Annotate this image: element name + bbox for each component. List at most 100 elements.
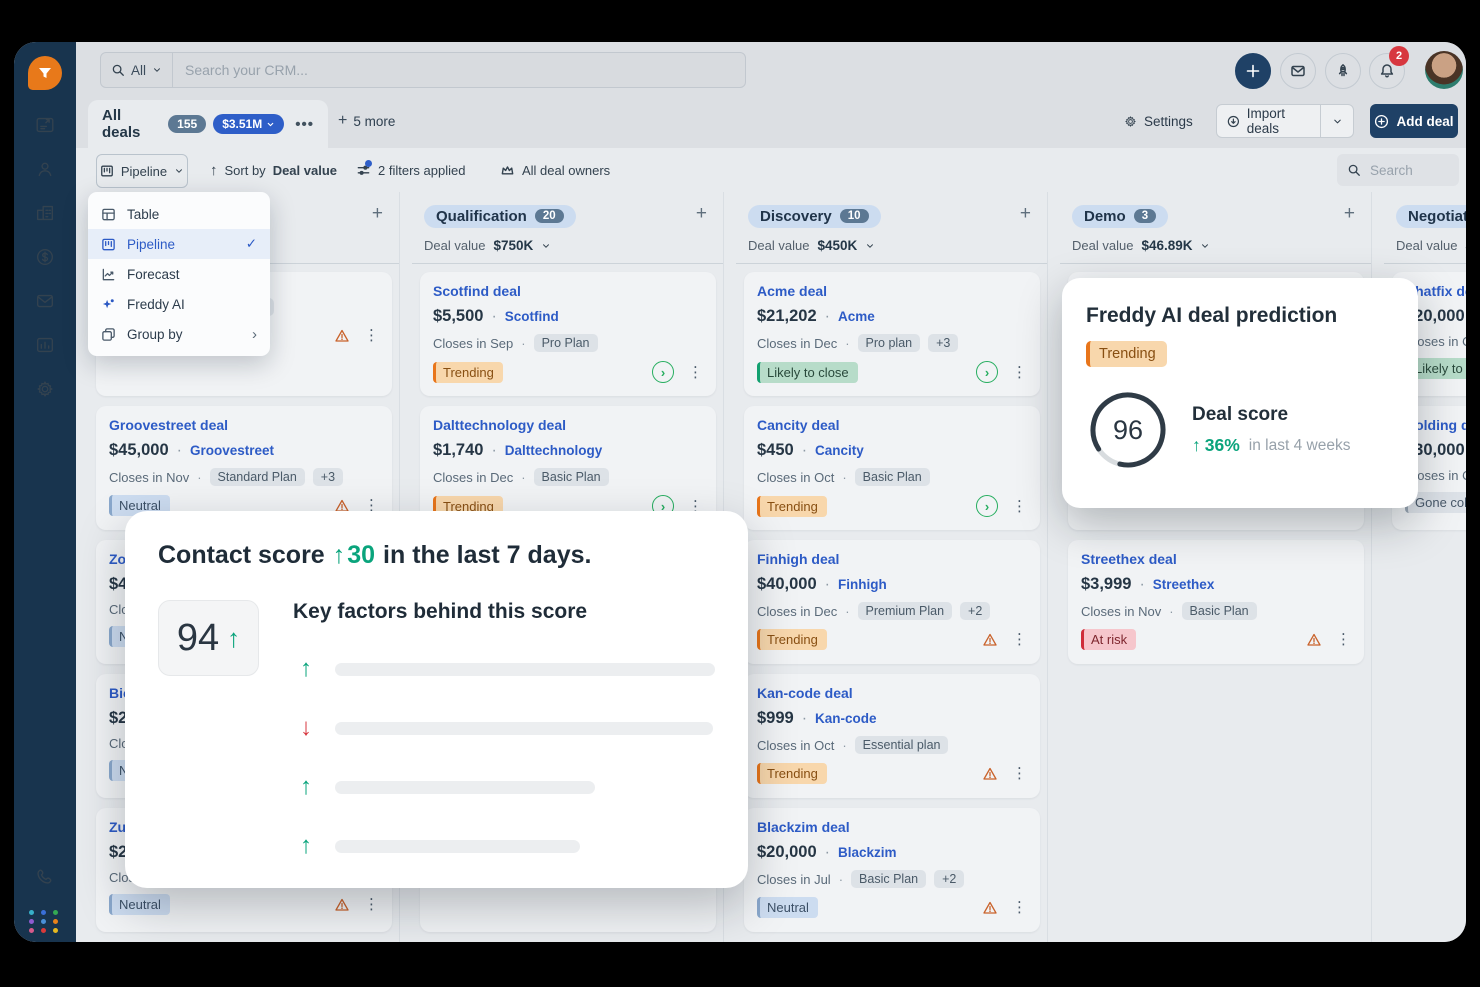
deal-title-link[interactable]: Dalttechnology deal [433, 417, 567, 433]
whats-new-button[interactable] [1325, 53, 1361, 89]
tab-all-deals[interactable]: All deals 155 $3.51M ••• [88, 100, 328, 148]
add-deal-to-column-button[interactable]: + [1019, 203, 1031, 224]
sidebar-item-accounts[interactable] [14, 196, 76, 230]
company-link[interactable]: Cancity [815, 443, 864, 458]
company-link[interactable]: Blackzim [837, 845, 897, 860]
advance-stage-button[interactable]: › [652, 361, 674, 383]
card-menu-button[interactable]: ⋮ [1012, 363, 1027, 381]
card-menu-button[interactable]: ⋮ [1012, 899, 1027, 916]
more-views-button[interactable]: +5 more [338, 112, 395, 130]
deal-card[interactable]: Cancity deal $450 · Cancity Closes in Oct ·… [744, 406, 1040, 530]
card-menu-button[interactable]: ⋮ [364, 896, 379, 913]
plan-extra-pill: +3 [312, 468, 344, 486]
company-link[interactable]: Kan-code [815, 711, 877, 726]
deal-card[interactable]: Kan-code deal $999 · Kan-code Closes in Oc… [744, 674, 1040, 798]
deal-title-link[interactable]: Streethex deal [1081, 551, 1177, 567]
sidebar-item-phone[interactable] [14, 860, 76, 894]
sidebar-item-contacts[interactable] [14, 152, 76, 186]
email-nav-button[interactable] [1280, 53, 1316, 89]
sidebar-item-deals[interactable] [14, 240, 76, 274]
add-deal-to-column-button[interactable]: + [1343, 203, 1355, 224]
deal-card[interactable]: Scotfind deal $5,500 · Scotfind Closes in … [420, 272, 716, 396]
company-link[interactable]: Scotfind [504, 309, 559, 324]
key-factors-title: Key factors behind this score [293, 600, 588, 623]
deal-title-link[interactable]: Chatfix deal [1405, 283, 1466, 299]
contact-score-prefix: Contact score [158, 541, 325, 569]
download-icon [1227, 115, 1240, 127]
deal-card[interactable]: Streethex deal $3,999 · Streethex Closes i… [1068, 540, 1364, 664]
owners-label: All deal owners [522, 162, 611, 178]
deal-card[interactable]: Acme deal $21,202 · Acme Closes in Dec · Pro… [744, 272, 1040, 396]
company-link[interactable]: Acme [837, 309, 875, 324]
add-deal-to-column-button[interactable]: + [695, 203, 707, 224]
freshworks-logo[interactable] [28, 56, 62, 90]
deal-title-link[interactable]: Finhigh deal [757, 551, 840, 567]
company-link[interactable]: Streethex [1152, 577, 1215, 592]
filters-button[interactable]: 2 filters applied [356, 154, 465, 186]
company-link[interactable]: Groovestreet [189, 443, 275, 458]
contact-score-popup: Contact score ↑ 30 in the last 7 days. 94… [125, 511, 748, 888]
advance-stage-button[interactable]: › [976, 495, 998, 517]
card-menu-button[interactable]: ⋮ [688, 497, 703, 515]
owners-filter-button[interactable]: All deal owners [500, 154, 610, 186]
card-menu-button[interactable]: ⋮ [1012, 631, 1027, 648]
deal-title-link[interactable]: Scotfind deal [433, 283, 521, 299]
add-deal-to-column-button[interactable]: + [371, 203, 383, 224]
add-deal-button[interactable]: Add deal [1370, 104, 1458, 138]
deal-title-link[interactable]: Holding deal [1405, 417, 1466, 433]
company-link[interactable]: Dalttechnology [504, 443, 603, 458]
tab-more-options[interactable]: ••• [295, 115, 314, 133]
deal-card[interactable]: Finhigh deal $40,000 · Finhigh Closes in D… [744, 540, 1040, 664]
sidebar-item-email[interactable] [14, 284, 76, 318]
sidebar-item-apps-launcher[interactable] [14, 904, 76, 938]
board-search-input[interactable] [1368, 161, 1442, 179]
user-avatar[interactable] [1425, 51, 1463, 89]
sidebar-item-dashboard[interactable] [14, 108, 76, 142]
close-date: Closes in Nov [1081, 603, 1162, 619]
board-search[interactable] [1337, 154, 1459, 186]
card-menu-button[interactable]: ⋮ [364, 327, 379, 344]
card-menu-button[interactable]: ⋮ [1336, 631, 1351, 648]
import-deals-button[interactable]: Import deals [1216, 104, 1354, 138]
settings-button[interactable]: Settings [1123, 104, 1193, 138]
quick-add-button[interactable] [1235, 53, 1271, 89]
status-tag: Neutral [757, 897, 818, 918]
card-menu-button[interactable]: ⋮ [688, 363, 703, 381]
deal-title-link[interactable]: Cancity deal [757, 417, 840, 433]
search-scope-selector[interactable]: All [101, 53, 174, 87]
menu-item-label: Pipeline [127, 236, 176, 252]
sidebar-item-analytics[interactable] [14, 328, 76, 362]
deal-card[interactable]: Blackzim deal $20,000 · Blackzim Closes in… [744, 808, 1040, 932]
total-value-badge[interactable]: $3.51M [213, 114, 285, 134]
deal-card[interactable]: Groovestreet deal $45,000 · Groovestreet C… [96, 406, 392, 530]
sidebar-item-settings[interactable] [14, 372, 76, 406]
menu-item-group-by[interactable]: Group by › [88, 319, 270, 349]
view-selector-button[interactable]: Pipeline [96, 154, 188, 188]
menu-item-table[interactable]: Table [88, 199, 270, 229]
deal-title-link[interactable]: Blackzim deal [757, 819, 850, 835]
card-menu-button[interactable]: ⋮ [364, 497, 379, 514]
warning-icon [1306, 632, 1322, 648]
sort-control[interactable]: ↑ Sort by Deal value [210, 154, 337, 186]
chevron-right-icon: › [252, 325, 257, 343]
menu-item-forecast[interactable]: Forecast [88, 259, 270, 289]
email-icon [36, 294, 54, 308]
card-menu-button[interactable]: ⋮ [1012, 765, 1027, 782]
menu-item-freddy-ai[interactable]: Freddy AI [88, 289, 270, 319]
global-search-input[interactable] [173, 53, 745, 87]
plan-pill: Basic Plan [851, 870, 927, 888]
global-search[interactable]: All [100, 52, 746, 88]
menu-item-pipeline[interactable]: Pipeline ✓ [88, 229, 270, 259]
deal-title-link[interactable]: Acme deal [757, 283, 828, 299]
notifications-button[interactable] [1369, 53, 1405, 89]
pipeline-column-discovery: Discovery 10 + Deal value $450K Acme deal $… [736, 192, 1048, 942]
plan-pill: Standard Plan [209, 468, 305, 486]
card-menu-button[interactable]: ⋮ [1012, 497, 1027, 515]
import-options-dropdown[interactable] [1320, 105, 1353, 137]
advance-stage-button[interactable]: › [976, 361, 998, 383]
company-link[interactable]: Finhigh [837, 577, 887, 592]
deal-title-link[interactable]: Kan-code deal [757, 685, 853, 701]
sidebar-nav [14, 42, 76, 942]
deal-title-link[interactable]: Groovestreet deal [109, 417, 229, 433]
deal-card[interactable]: Chatfix deal $20,000 Closes in Oct Likel… [1392, 272, 1466, 396]
